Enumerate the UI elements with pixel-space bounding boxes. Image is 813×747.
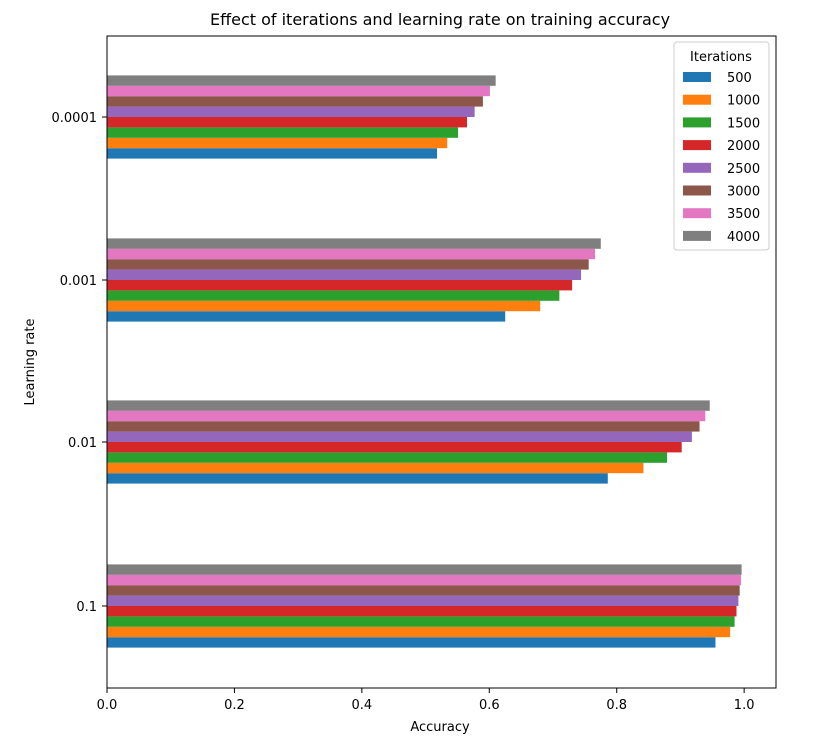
bar-lr-0.1-iter-3000 [107, 585, 740, 596]
y-axis: 0.1 0.01 0.001 0.0001 [52, 111, 107, 615]
legend-label: 3500 [727, 207, 760, 222]
bar-lr-0.0001-iter-1500 [107, 127, 459, 138]
legend-swatch [683, 72, 711, 82]
legend-swatch [683, 230, 711, 241]
legend-swatch [683, 117, 711, 128]
y-axis-title: Learning rate [23, 319, 38, 406]
legend-frame [673, 41, 770, 251]
bar-lr-0.1-iter-500 [107, 637, 716, 648]
bar-lr-0.01-iter-500 [107, 473, 608, 484]
x-tick-label: 0.8 [606, 698, 627, 713]
x-tick-label: 0.6 [479, 698, 500, 713]
legend: Iterations 500 1000 1500 2000 2500 3000 3500 40… [673, 41, 770, 251]
y-tick-label: 0.1 [76, 600, 97, 615]
legend-label: 2000 [727, 139, 760, 154]
y-tick-label: 0.001 [60, 274, 97, 289]
bar-lr-0.1-iter-1500 [107, 616, 735, 627]
bar-lr-0.0001-iter-3000 [107, 96, 483, 107]
bar-lr-0.001-iter-2500 [107, 269, 582, 280]
legend-label: 1000 [727, 94, 760, 109]
x-tick-label: 1.0 [734, 698, 755, 713]
legend-label: 2500 [727, 162, 760, 177]
x-axis-title: Accuracy [410, 720, 470, 735]
y-tick-label: 0.0001 [52, 111, 98, 126]
bar-lr-0.0001-iter-2500 [107, 106, 475, 117]
legend-label: 1500 [727, 116, 760, 131]
bar-lr-0.01-iter-2500 [107, 431, 692, 442]
bar-lr-0.001-iter-3000 [107, 259, 589, 270]
legend-label: 4000 [727, 230, 760, 245]
x-tick-label: 0.4 [352, 698, 373, 713]
x-axis: 0.0 0.2 0.4 0.6 0.8 1.0 [97, 688, 755, 713]
bar-lr-0.1-iter-4000 [107, 564, 742, 575]
bar-lr-0.1-iter-1000 [107, 626, 731, 638]
bar-lr-0.1-iter-3500 [107, 574, 741, 586]
bar-lr-0.001-iter-2000 [107, 280, 573, 291]
bar-lr-0.001-iter-3500 [107, 248, 596, 260]
legend-swatch [683, 208, 711, 219]
plot-area-frame [106, 35, 777, 689]
legend-swatch [683, 185, 711, 196]
bar-lr-0.01-iter-3500 [107, 410, 706, 422]
x-tick-label: 0.0 [97, 698, 118, 713]
bar-lr-0.1-iter-2500 [107, 595, 739, 606]
bar-lr-0.001-iter-500 [107, 311, 506, 322]
legend-label: 3000 [727, 185, 760, 200]
bar-lr-0.0001-iter-1000 [107, 137, 448, 149]
bars-group [107, 75, 742, 648]
bar-lr-0.01-iter-4000 [107, 400, 710, 411]
x-tick-label: 0.2 [224, 698, 245, 713]
bar-lr-0.001-iter-1500 [107, 290, 560, 301]
bar-lr-0.001-iter-4000 [107, 238, 601, 249]
legend-swatch [683, 94, 711, 105]
bar-lr-0.01-iter-2000 [107, 442, 682, 453]
bar-lr-0.0001-iter-500 [107, 148, 438, 159]
legend-label: 500 [727, 71, 752, 86]
chart-title: Effect of iterations and learning rate o… [210, 10, 670, 29]
legend-swatch [683, 162, 711, 173]
bar-lr-0.0001-iter-2000 [107, 117, 467, 128]
legend-swatch [683, 140, 711, 151]
bar-lr-0.001-iter-1000 [107, 300, 541, 312]
bar-lr-0.01-iter-1500 [107, 452, 668, 463]
bar-lr-0.0001-iter-4000 [107, 75, 496, 86]
bar-lr-0.0001-iter-3500 [107, 85, 490, 97]
bar-lr-0.01-iter-3000 [107, 421, 700, 432]
bar-lr-0.01-iter-1000 [107, 462, 644, 474]
legend-items: 500 1000 1500 2000 2500 3000 3500 4000 [683, 71, 760, 245]
y-tick-label: 0.01 [68, 436, 97, 451]
legend-title: Iterations [690, 50, 752, 65]
bar-lr-0.1-iter-2000 [107, 606, 737, 617]
